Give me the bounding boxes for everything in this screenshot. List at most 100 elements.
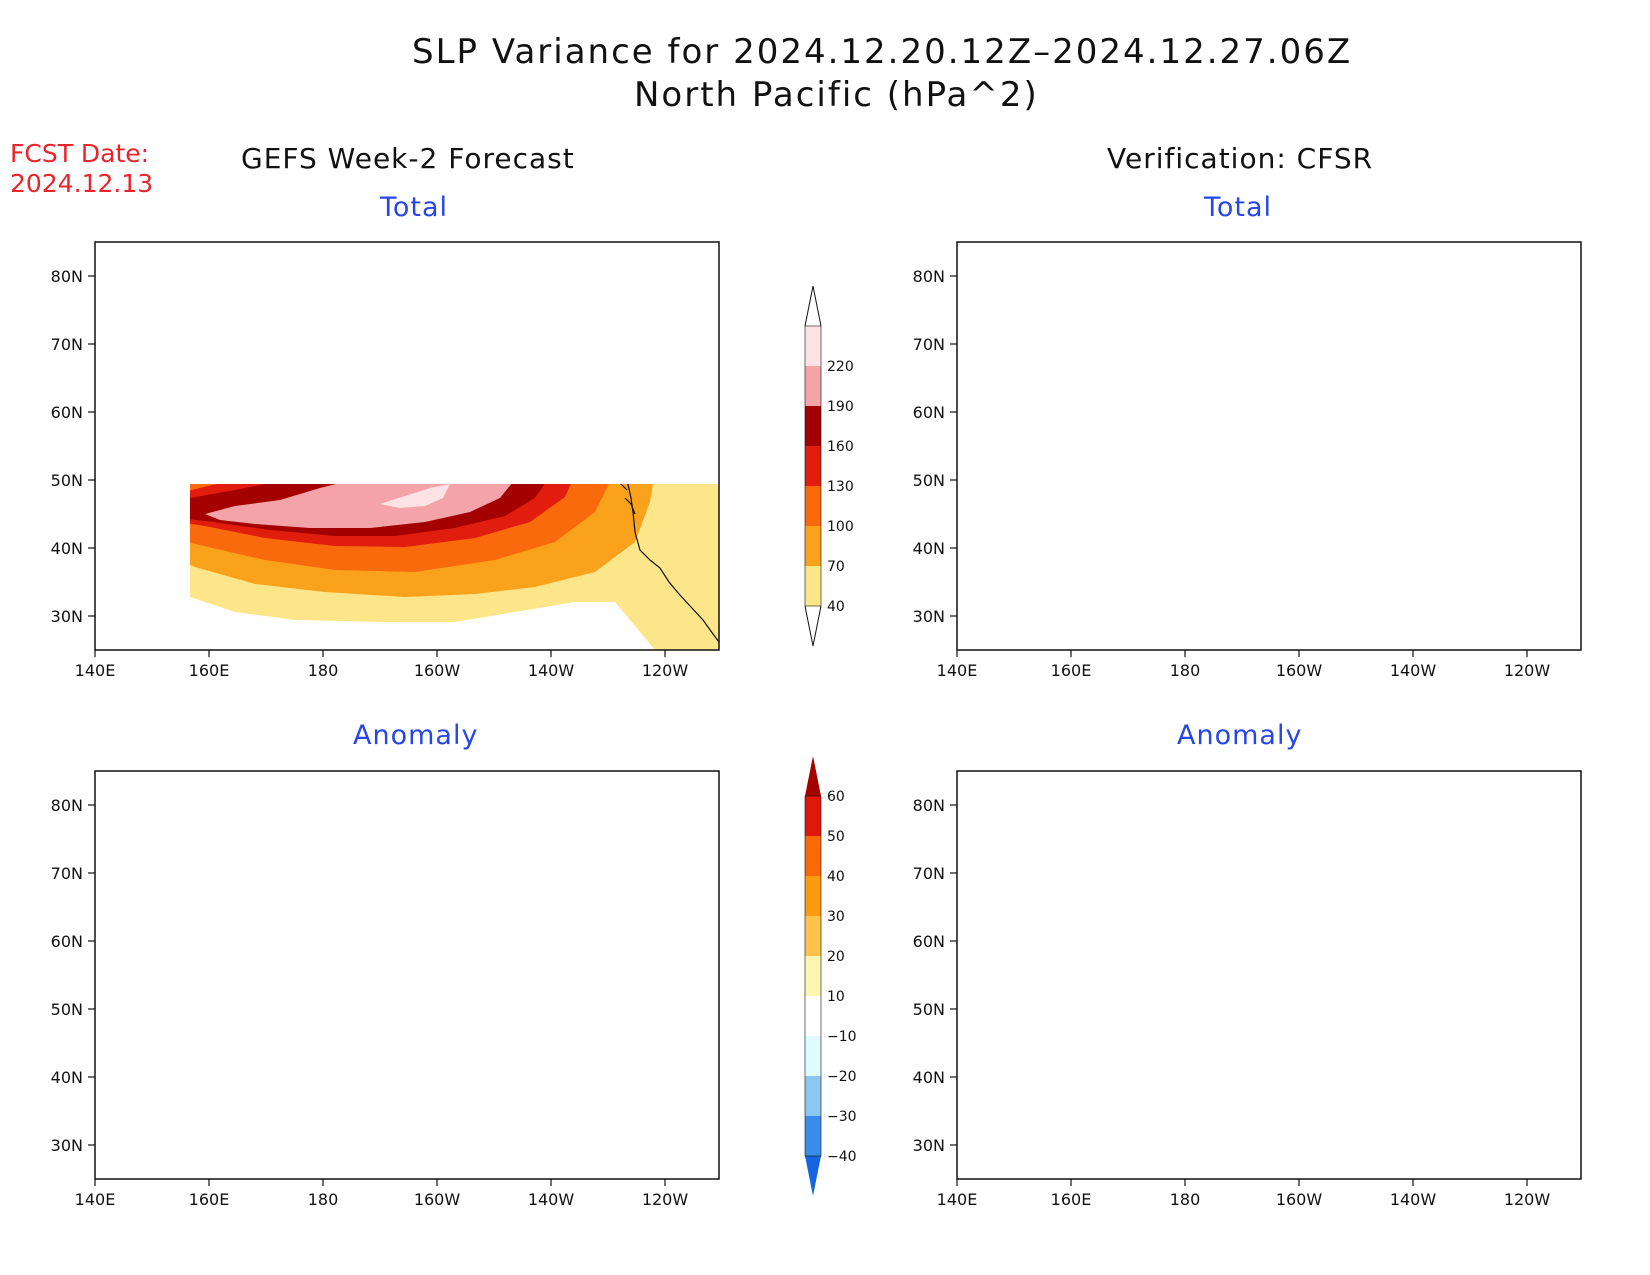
colorbar-swatch xyxy=(805,796,821,836)
lon-tick-label: 140W xyxy=(1390,661,1437,680)
colorbar-swatch xyxy=(805,916,821,956)
lat-tick-label: 40N xyxy=(913,1068,945,1087)
fcst-date-value: 2024.12.13 xyxy=(10,169,154,198)
lat-tick-label: 50N xyxy=(51,471,83,490)
colorbar-swatch xyxy=(805,1116,821,1156)
colorbar-tick-label: 70 xyxy=(827,559,845,575)
lat-tick-label: 40N xyxy=(51,1068,83,1087)
colorbar-tick-label: 160 xyxy=(827,439,854,455)
colorbar-swatch xyxy=(805,406,821,446)
lat-tick-label: 80N xyxy=(913,796,945,815)
map-frame xyxy=(94,241,720,651)
panel-title-total-left: Total xyxy=(380,192,449,223)
colorbar-tick-label: 40 xyxy=(827,869,845,885)
lon-tick-label: 160E xyxy=(1051,1190,1092,1209)
lat-tick-label: 70N xyxy=(913,864,945,883)
lon-tick-label: 140W xyxy=(528,1190,575,1209)
colorbar-swatch xyxy=(805,486,821,526)
map-panel-gefs-total xyxy=(94,241,720,651)
lat-tick-label: 40N xyxy=(913,539,945,558)
lon-tick-label: 180 xyxy=(308,1190,339,1209)
map-frame xyxy=(94,770,720,1180)
colorbar-tick-label: 10 xyxy=(827,989,845,1005)
map-panel-cfsr-total xyxy=(956,241,1582,651)
lon-tick-label: 120W xyxy=(1504,661,1551,680)
colorbar-swatch xyxy=(805,526,821,566)
lat-tick-label: 30N xyxy=(51,607,83,626)
colorbar-anomaly: −40 −30 −20 −10 10 20 30 40 50 60 xyxy=(804,756,857,1196)
lon-tick-label: 140E xyxy=(75,1190,116,1209)
lat-tick-label: 30N xyxy=(51,1136,83,1155)
colorbar-swatch xyxy=(805,836,821,876)
lat-tick-label: 30N xyxy=(913,1136,945,1155)
lat-tick-label: 40N xyxy=(51,539,83,558)
colorbar-swatch xyxy=(805,956,821,996)
panel-title-anomaly-right: Anomaly xyxy=(1177,720,1303,751)
lat-tick-label: 50N xyxy=(913,1000,945,1019)
lat-tick-label: 60N xyxy=(913,932,945,951)
lat-tick-label: 70N xyxy=(51,335,83,354)
lat-tick-label: 50N xyxy=(51,1000,83,1019)
lon-tick-label: 120W xyxy=(642,1190,689,1209)
lon-tick-label: 160W xyxy=(414,1190,461,1209)
colorbar-tick-label: −20 xyxy=(827,1069,857,1085)
colorbar-tick-label: 60 xyxy=(827,789,845,805)
lat-tick-label: 80N xyxy=(51,267,83,286)
lon-tick-label: 140E xyxy=(937,661,978,680)
colorbar-min-triangle xyxy=(805,1156,821,1196)
map-panel-gefs-anomaly xyxy=(94,770,720,1180)
lon-tick-label: 180 xyxy=(1170,1190,1201,1209)
map-frame xyxy=(956,770,1582,1180)
figure-title-line2: North Pacific (hPa^2) xyxy=(634,75,1039,115)
lat-tick-label: 70N xyxy=(913,335,945,354)
lon-tick-label: 140E xyxy=(75,661,116,680)
lat-tick-label: 80N xyxy=(913,267,945,286)
fcst-date-label: FCST Date: xyxy=(10,139,150,168)
colorbar-swatch xyxy=(805,366,821,406)
lon-tick-label: 160E xyxy=(189,1190,230,1209)
colorbar-max-triangle xyxy=(805,756,821,796)
figure-title-line1: SLP Variance for 2024.12.20.12Z–2024.12.… xyxy=(412,32,1353,72)
colorbar-tick-label: 30 xyxy=(827,909,845,925)
lat-tick-label: 80N xyxy=(51,796,83,815)
lon-tick-label: 180 xyxy=(1170,661,1201,680)
header-left: GEFS Week-2 Forecast xyxy=(241,142,575,175)
colorbar-swatch xyxy=(805,566,821,606)
colorbar-tick-label: −10 xyxy=(827,1029,857,1045)
lon-tick-label: 140W xyxy=(528,661,575,680)
colorbar-tick-label: 50 xyxy=(827,829,845,845)
lon-tick-label: 160E xyxy=(189,661,230,680)
colorbar-tick-label: −30 xyxy=(827,1109,857,1125)
lon-tick-label: 180 xyxy=(308,661,339,680)
colorbar-tick-label: 220 xyxy=(827,359,854,375)
lon-tick-label: 140E xyxy=(937,1190,978,1209)
lat-tick-label: 60N xyxy=(913,403,945,422)
lon-tick-label: 160W xyxy=(414,661,461,680)
colorbar-swatch xyxy=(805,1076,821,1116)
lat-tick-label: 70N xyxy=(51,864,83,883)
map-frame xyxy=(956,241,1582,651)
colorbar-tick-label: 190 xyxy=(827,399,854,415)
colorbar-swatch xyxy=(805,876,821,916)
colorbar-tick-label: −40 xyxy=(827,1149,857,1165)
lat-tick-label: 60N xyxy=(51,403,83,422)
colorbar-swatch xyxy=(805,446,821,486)
panel-title-anomaly-left: Anomaly xyxy=(353,720,479,751)
colorbar-swatch xyxy=(805,996,821,1036)
lon-tick-label: 160W xyxy=(1276,661,1323,680)
colorbar-tick-label: 40 xyxy=(827,599,845,615)
lat-tick-label: 60N xyxy=(51,932,83,951)
header-right: Verification: CFSR xyxy=(1107,142,1374,175)
colorbar-tick-label: 130 xyxy=(827,479,854,495)
map-axes: 140E 160E 180 160W 140W 120W 30N 40N 50N 60N 70N 80… xyxy=(51,267,1551,1209)
colorbar-swatch xyxy=(805,1036,821,1076)
map-panel-cfsr-anomaly xyxy=(956,770,1582,1180)
colorbar-tick-label: 100 xyxy=(827,519,854,535)
lon-tick-label: 120W xyxy=(1504,1190,1551,1209)
lon-tick-label: 120W xyxy=(642,661,689,680)
lon-tick-label: 160W xyxy=(1276,1190,1323,1209)
lon-tick-label: 160E xyxy=(1051,661,1092,680)
colorbar-tick-label: 20 xyxy=(827,949,845,965)
colorbar-total: 40 70 100 130 160 190 220 xyxy=(804,285,854,647)
